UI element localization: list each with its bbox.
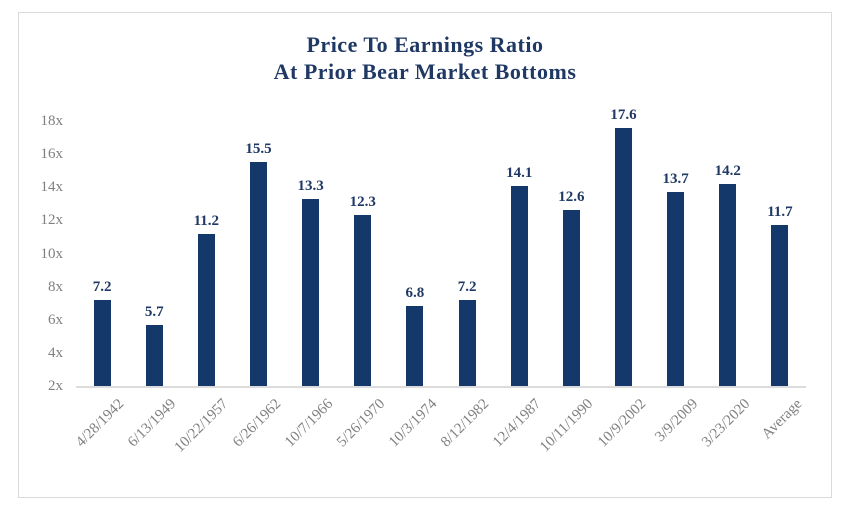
bar-value-label: 14.2	[714, 163, 741, 179]
plot-area: 7.2 5.7 11.2 15.5 13.3 12.3 6.8 7.2 14.1 12.6 17.6…	[76, 107, 806, 388]
bar-value-label: 7.2	[457, 279, 477, 295]
bar	[458, 300, 476, 386]
bar-value-label: 5.7	[144, 304, 164, 320]
bar-value-label: 15.5	[245, 141, 272, 157]
bar	[406, 306, 424, 386]
y-axis-tick-label: 12x	[40, 212, 64, 229]
bar	[354, 215, 372, 386]
bar-value-label: 17.6	[610, 107, 637, 123]
bar	[719, 184, 737, 386]
chart-title-line2: At Prior Bear Market Bottoms	[273, 59, 577, 84]
bar	[302, 199, 320, 386]
bar	[250, 162, 267, 386]
y-axis-tick-label: 16x	[40, 146, 64, 163]
y-axis-tick-label: 4x	[48, 344, 63, 361]
x-axis: 4/28/1942 6/13/1949 10/22/1957 6/26/1962 10/…	[19, 13, 831, 497]
y-axis: 2x 4x 6x 8x 10x 12x 14x 16x 18x	[19, 13, 64, 497]
bar-value-label: 13.7	[662, 171, 689, 187]
y-axis-tick-label: 8x	[48, 278, 63, 295]
bar	[667, 192, 685, 386]
bar	[562, 210, 580, 386]
chart-frame: Price To Earnings Ratio At Prior Bear Ma…	[18, 12, 832, 498]
bar-value-label: 12.6	[558, 189, 585, 205]
bar	[510, 186, 528, 386]
y-axis-tick-label: 2x	[48, 378, 63, 394]
y-axis-tick-label: 6x	[48, 311, 63, 328]
bar-value-label: 13.3	[297, 178, 324, 194]
bar-value-label: 11.7	[767, 204, 793, 220]
chart-title-line1: Price To Earnings Ratio	[306, 32, 544, 57]
bar	[615, 128, 632, 386]
bar-value-label: 11.2	[193, 213, 220, 229]
y-axis-tick-label: 18x	[40, 113, 64, 129]
bar-value-label: 14.1	[506, 165, 533, 181]
bar	[771, 225, 789, 386]
y-axis-tick-label: 14x	[40, 179, 64, 196]
bar	[197, 234, 215, 386]
bar	[145, 325, 163, 386]
bar-value-label: 12.3	[349, 194, 376, 210]
chart-title: Price To Earnings Ratio At Prior Bear Ma…	[19, 31, 831, 85]
bar-value-label: 6.8	[405, 285, 425, 301]
bar-value-label: 7.2	[92, 279, 112, 295]
bar	[93, 300, 111, 386]
y-axis-tick-label: 10x	[40, 245, 64, 262]
